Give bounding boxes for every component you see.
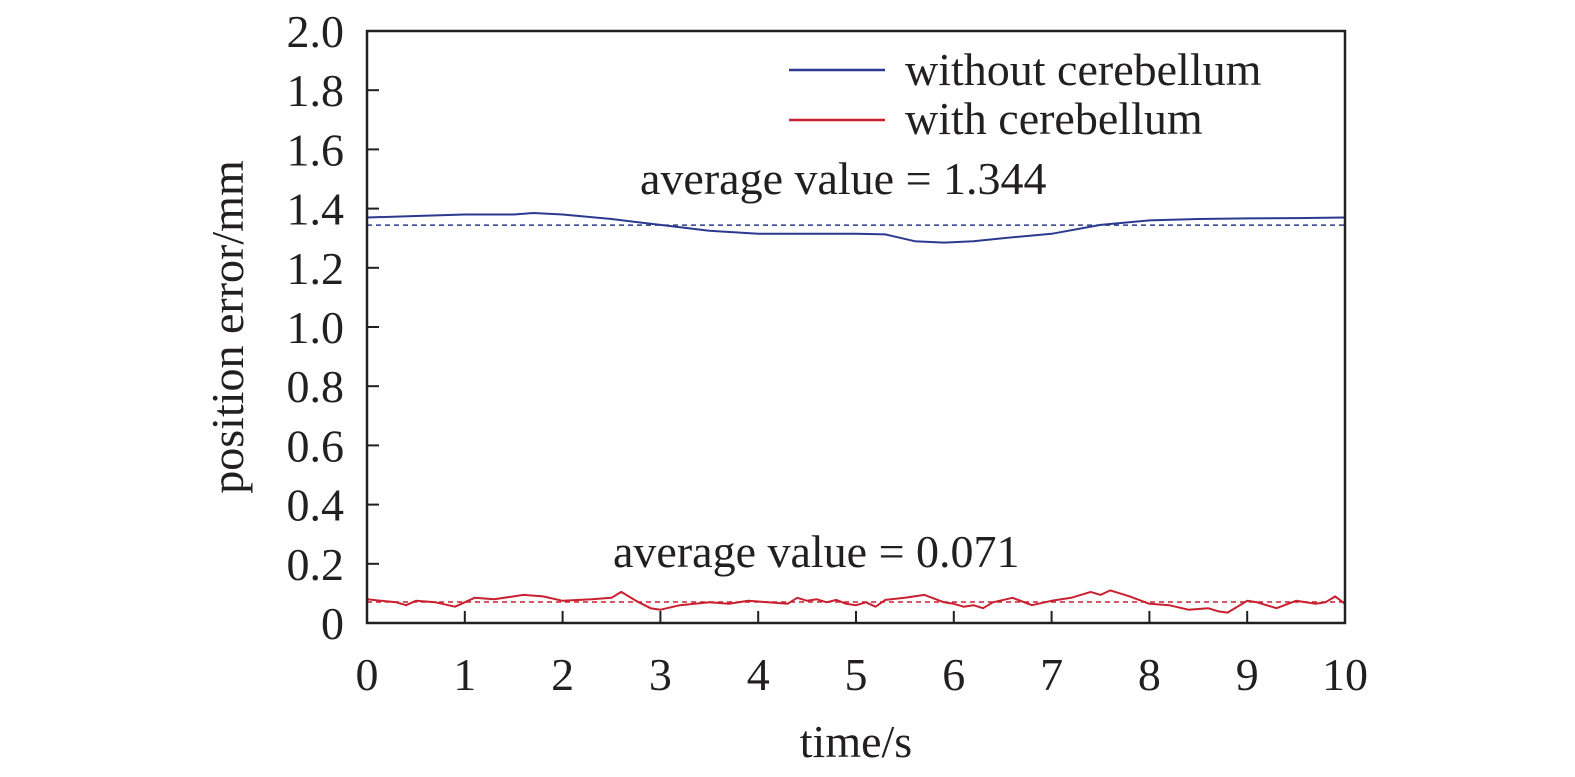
y-tick-label-1-0: 1.0 <box>287 302 345 353</box>
x-tick-label-3: 3 <box>649 649 672 700</box>
average-reference-lines <box>367 224 1345 603</box>
y-tick-label-1-2: 1.2 <box>287 243 345 294</box>
y-axis-ticks: 0 0.2 0.4 0.6 0.8 1.0 1.2 1.4 1.6 1.8 2.0 <box>287 6 379 649</box>
y-axis-title: position error/mm <box>202 160 253 494</box>
x-axis-title: time/s <box>800 716 912 767</box>
annotation-average-with: average value = 0.071 <box>613 526 1020 577</box>
y-tick-label-1-8: 1.8 <box>287 65 345 116</box>
x-axis-ticks: 0 1 2 3 4 5 6 7 8 9 10 <box>356 611 1368 700</box>
x-tick-label-4: 4 <box>747 649 770 700</box>
x-tick-label-8: 8 <box>1138 649 1161 700</box>
legend-label-with-cerebellum: with cerebellum <box>905 93 1203 144</box>
x-tick-label-6: 6 <box>942 649 965 700</box>
y-tick-label-0: 0 <box>321 598 344 649</box>
x-tick-label-0: 0 <box>356 649 379 700</box>
x-tick-label-10: 10 <box>1322 649 1368 700</box>
legend-label-without-cerebellum: without cerebellum <box>905 44 1262 95</box>
x-tick-label-2: 2 <box>551 649 574 700</box>
y-tick-label-1-6: 1.6 <box>287 124 345 175</box>
y-tick-label-0-4: 0.4 <box>287 480 345 531</box>
x-tick-label-9: 9 <box>1236 649 1259 700</box>
annotation-average-without: average value = 1.344 <box>640 153 1047 204</box>
legend: without cerebellum with cerebellum <box>789 44 1262 144</box>
y-tick-label-2-0: 2.0 <box>287 6 345 57</box>
x-tick-label-5: 5 <box>845 649 868 700</box>
series-line-without-cerebellum <box>366 212 1346 244</box>
y-tick-label-1-4: 1.4 <box>287 184 345 235</box>
x-tick-label-1: 1 <box>453 649 476 700</box>
y-tick-label-0-2: 0.2 <box>287 539 345 590</box>
x-tick-label-7: 7 <box>1040 649 1063 700</box>
series-line-with-cerebellum <box>366 589 1346 614</box>
y-tick-label-0-8: 0.8 <box>287 361 345 412</box>
y-tick-label-0-6: 0.6 <box>287 420 345 471</box>
series-lines <box>366 212 1346 614</box>
